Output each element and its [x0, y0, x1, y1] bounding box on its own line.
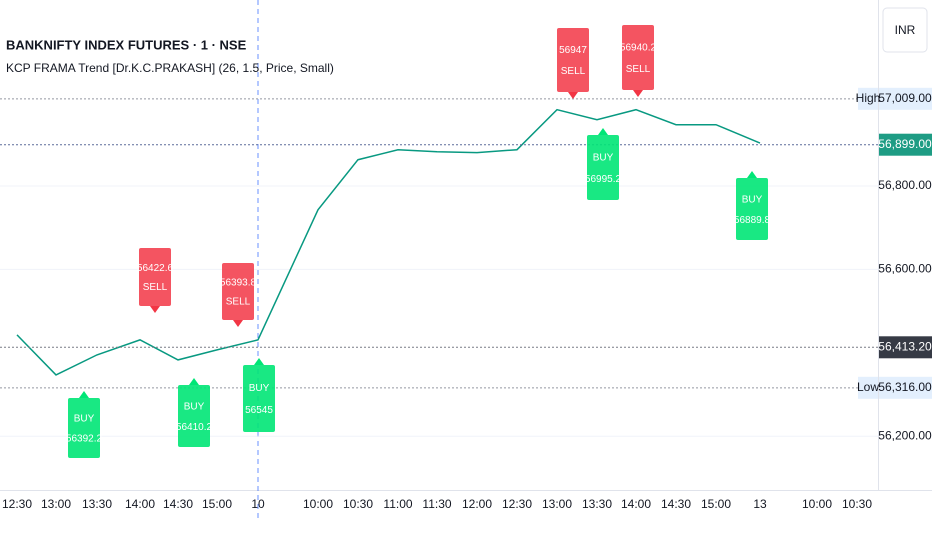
price-level-label: 57,009.00 — [878, 91, 932, 105]
signal-pointer — [568, 92, 578, 99]
x-tick-label: 13:00 — [542, 497, 572, 511]
signal-text: SELL — [626, 64, 651, 75]
x-tick-label: 13 — [753, 497, 767, 511]
price-level-name-tag — [858, 376, 878, 399]
signal-text: BUY — [74, 414, 95, 425]
signal-text: 56940.2 — [620, 42, 657, 53]
signal-text: 56393.8 — [220, 278, 257, 289]
signal-box — [587, 135, 619, 200]
price-level-tag — [879, 376, 932, 399]
x-tick-label: 10:30 — [842, 497, 872, 511]
signal-box — [557, 28, 589, 92]
signal-pointer — [189, 378, 199, 385]
x-tick-label: 13:00 — [41, 497, 71, 511]
price-level-label: 56,899.00 — [878, 137, 932, 151]
y-tick-label: 56,600.00 — [878, 262, 932, 276]
signal-box — [222, 263, 254, 320]
price-line — [16, 108, 761, 376]
price-level-name-tag — [858, 87, 878, 110]
x-tick-label: 15:00 — [202, 497, 232, 511]
price-level-label: 56,413.20 — [878, 339, 932, 353]
signal-pointer — [254, 358, 264, 365]
signal-box — [178, 385, 210, 447]
signal-text: 56410.2 — [176, 422, 213, 433]
indicator-title: KCP FRAMA Trend [Dr.K.C.PRAKASH] (26, 1.… — [6, 61, 334, 75]
x-tick-label: 12:30 — [2, 497, 32, 511]
signal-text: BUY — [184, 401, 205, 412]
x-tick-label: 13:30 — [82, 497, 112, 511]
signal-pointer — [747, 171, 757, 178]
signal-pointer — [633, 90, 643, 97]
x-tick-label: 10:30 — [343, 497, 373, 511]
signal-text: 56995.2 — [585, 174, 622, 185]
signal-text: 56889.8 — [734, 215, 771, 226]
signal-box — [139, 248, 171, 306]
price-level-name: High — [856, 91, 881, 105]
x-tick-label: 14:00 — [621, 497, 651, 511]
x-tick-label: 12:30 — [502, 497, 532, 511]
x-tick-label: 13:30 — [582, 497, 612, 511]
x-tick-label: 11:30 — [422, 497, 451, 511]
x-tick-label: 10 — [251, 497, 265, 511]
x-tick-label: 10:00 — [303, 497, 333, 511]
price-level-tag — [879, 87, 932, 110]
signal-pointer — [598, 128, 608, 135]
signal-text: SELL — [143, 282, 168, 293]
chart-title: BANKNIFTY INDEX FUTURES · 1 · NSE — [6, 37, 247, 52]
y-tick-label: 56,200.00 — [878, 428, 932, 442]
x-tick-label: 15:00 — [701, 497, 731, 511]
signal-box — [622, 25, 654, 90]
currency: INR — [895, 23, 916, 37]
y-tick-label: 56,800.00 — [878, 178, 932, 192]
signal-text: BUY — [593, 152, 614, 163]
signal-pointer — [233, 320, 243, 327]
signal-text: 56545 — [245, 405, 273, 416]
signal-box — [736, 178, 768, 240]
x-tick-label: 14:30 — [163, 497, 193, 511]
price-level-label: 56,316.00 — [878, 380, 932, 394]
x-tick-label: 11:00 — [383, 497, 412, 511]
signal-box — [243, 365, 275, 432]
signal-text: 56392.2 — [66, 433, 103, 444]
signal-text: BUY — [742, 194, 763, 205]
x-tick-label: 12:00 — [462, 497, 492, 511]
signal-box — [68, 398, 100, 458]
currency-box[interactable] — [882, 7, 928, 53]
x-tick-label: 10:00 — [802, 497, 832, 511]
price-level-tag — [879, 336, 932, 359]
signal-text: 56422.6 — [137, 263, 174, 274]
x-tick-label: 14:00 — [125, 497, 155, 511]
signal-text: SELL — [226, 296, 251, 307]
signal-text: BUY — [249, 383, 270, 394]
signal-pointer — [79, 391, 89, 398]
signal-text: SELL — [561, 66, 586, 77]
price-level-name: Low — [857, 380, 879, 394]
price-level-tag — [879, 133, 932, 156]
signal-text: 56947 — [559, 45, 587, 56]
x-tick-label: 14:30 — [661, 497, 691, 511]
signal-pointer — [150, 306, 160, 313]
